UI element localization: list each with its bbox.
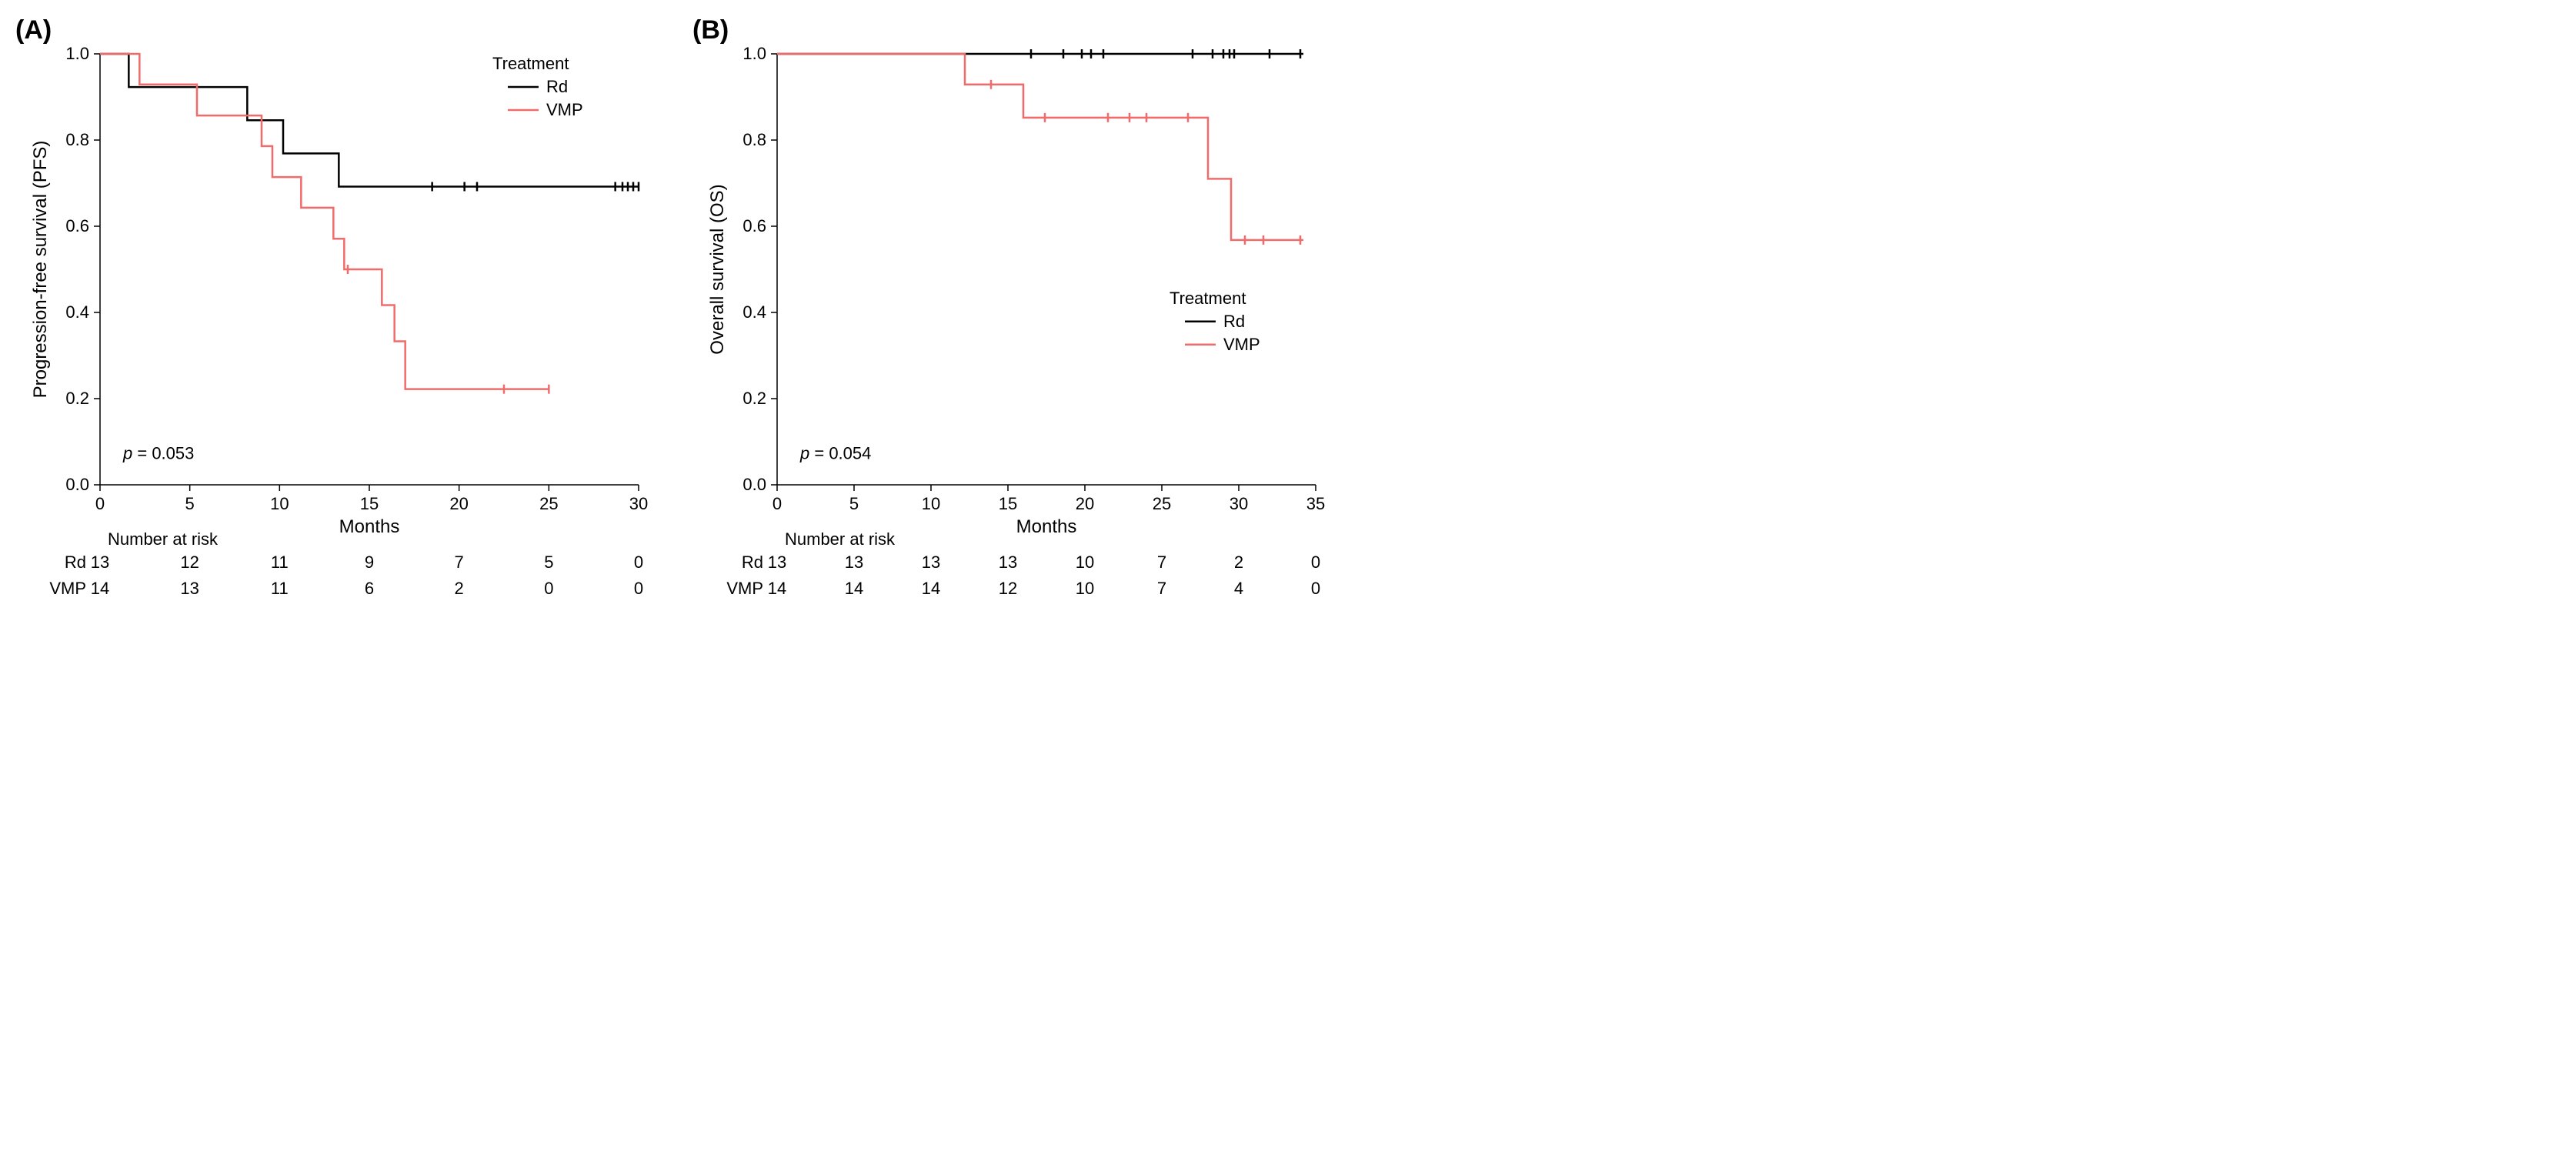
y-tick-label: 0.6 [65, 216, 89, 235]
risk-table-header: Number at risk [108, 529, 219, 549]
x-tick-label: 10 [922, 494, 940, 513]
panel-b-label: (B) [692, 15, 729, 45]
p-value: p = 0.053 [122, 443, 194, 462]
x-tick-label: 15 [360, 494, 379, 513]
y-tick-label: 0.8 [742, 130, 766, 149]
panel-a: (A) 0.00.20.40.60.81.0051015202530Progre… [15, 15, 662, 629]
risk-cell: 7 [1157, 579, 1166, 598]
y-tick-label: 0.2 [65, 389, 89, 408]
risk-cell: 4 [1234, 579, 1243, 598]
y-tick-label: 0.2 [742, 389, 766, 408]
risk-cell: 7 [1157, 553, 1166, 572]
y-axis-label: Progression-free survival (PFS) [30, 141, 51, 399]
risk-cell: 5 [544, 553, 553, 572]
risk-cell: 7 [455, 553, 464, 572]
panel-a-label: (A) [15, 15, 52, 45]
risk-cell: 13 [999, 553, 1017, 572]
risk-cell: 14 [91, 579, 109, 598]
x-tick-label: 5 [849, 494, 859, 513]
y-tick-label: 1.0 [65, 44, 89, 63]
risk-cell: 11 [271, 579, 289, 598]
x-tick-label: 25 [539, 494, 558, 513]
risk-table-header: Number at risk [785, 529, 896, 549]
risk-cell: 11 [271, 553, 289, 572]
risk-cell: 13 [180, 579, 199, 598]
y-axis-label: Overall survival (OS) [707, 184, 728, 354]
km-curve-vmp [100, 54, 549, 389]
risk-cell: 13 [922, 553, 940, 572]
legend-title: Treatment [1170, 289, 1246, 308]
x-tick-label: 35 [1306, 494, 1325, 513]
risk-cell: 0 [634, 553, 643, 572]
risk-cell: 0 [544, 579, 553, 598]
risk-cell: 13 [91, 553, 109, 572]
y-tick-label: 0.4 [742, 302, 766, 322]
risk-row-label-vmp: VMP [49, 579, 86, 598]
x-tick-label: 30 [1230, 494, 1248, 513]
y-tick-label: 1.0 [742, 44, 766, 63]
x-axis-label: Months [339, 516, 400, 537]
x-tick-label: 15 [999, 494, 1017, 513]
risk-cell: 2 [455, 579, 464, 598]
risk-cell: 14 [922, 579, 940, 598]
x-tick-label: 0 [95, 494, 105, 513]
x-tick-label: 5 [185, 494, 195, 513]
risk-cell: 0 [634, 579, 643, 598]
panel-a-svg: 0.00.20.40.60.81.0051015202530Progressio… [15, 15, 662, 629]
x-tick-label: 10 [270, 494, 289, 513]
y-tick-label: 0.0 [742, 475, 766, 494]
risk-cell: 6 [365, 579, 374, 598]
x-tick-label: 0 [772, 494, 782, 513]
x-tick-label: 20 [1076, 494, 1094, 513]
km-curve-vmp [777, 54, 1303, 240]
x-tick-label: 30 [629, 494, 648, 513]
x-tick-label: 20 [449, 494, 468, 513]
figure-row: (A) 0.00.20.40.60.81.0051015202530Progre… [15, 15, 2561, 629]
y-tick-label: 0.8 [65, 130, 89, 149]
risk-cell: 0 [1311, 553, 1320, 572]
legend-label-vmp: VMP [546, 100, 583, 119]
risk-cell: 14 [768, 579, 786, 598]
x-tick-label: 25 [1153, 494, 1171, 513]
legend-label-vmp: VMP [1223, 335, 1260, 354]
km-curve-rd [100, 54, 639, 186]
risk-cell: 10 [1076, 553, 1094, 572]
legend-title: Treatment [492, 54, 569, 73]
legend-label-rd: Rd [1223, 312, 1245, 331]
panel-b-svg: 0.00.20.40.60.81.005101520253035Overall … [692, 15, 1339, 629]
risk-cell: 0 [1311, 579, 1320, 598]
risk-cell: 9 [365, 553, 374, 572]
y-tick-label: 0.4 [65, 302, 89, 322]
legend-label-rd: Rd [546, 77, 568, 96]
risk-cell: 13 [845, 553, 863, 572]
p-value: p = 0.054 [799, 443, 871, 462]
risk-cell: 12 [180, 553, 199, 572]
risk-cell: 2 [1234, 553, 1243, 572]
x-axis-label: Months [1016, 516, 1077, 537]
risk-cell: 13 [768, 553, 786, 572]
risk-cell: 10 [1076, 579, 1094, 598]
risk-cell: 14 [845, 579, 863, 598]
risk-cell: 12 [999, 579, 1017, 598]
risk-row-label-rd: Rd [742, 553, 763, 572]
risk-row-label-rd: Rd [65, 553, 86, 572]
panel-b: (B) 0.00.20.40.60.81.005101520253035Over… [692, 15, 1339, 629]
risk-row-label-vmp: VMP [726, 579, 763, 598]
y-tick-label: 0.6 [742, 216, 766, 235]
y-tick-label: 0.0 [65, 475, 89, 494]
